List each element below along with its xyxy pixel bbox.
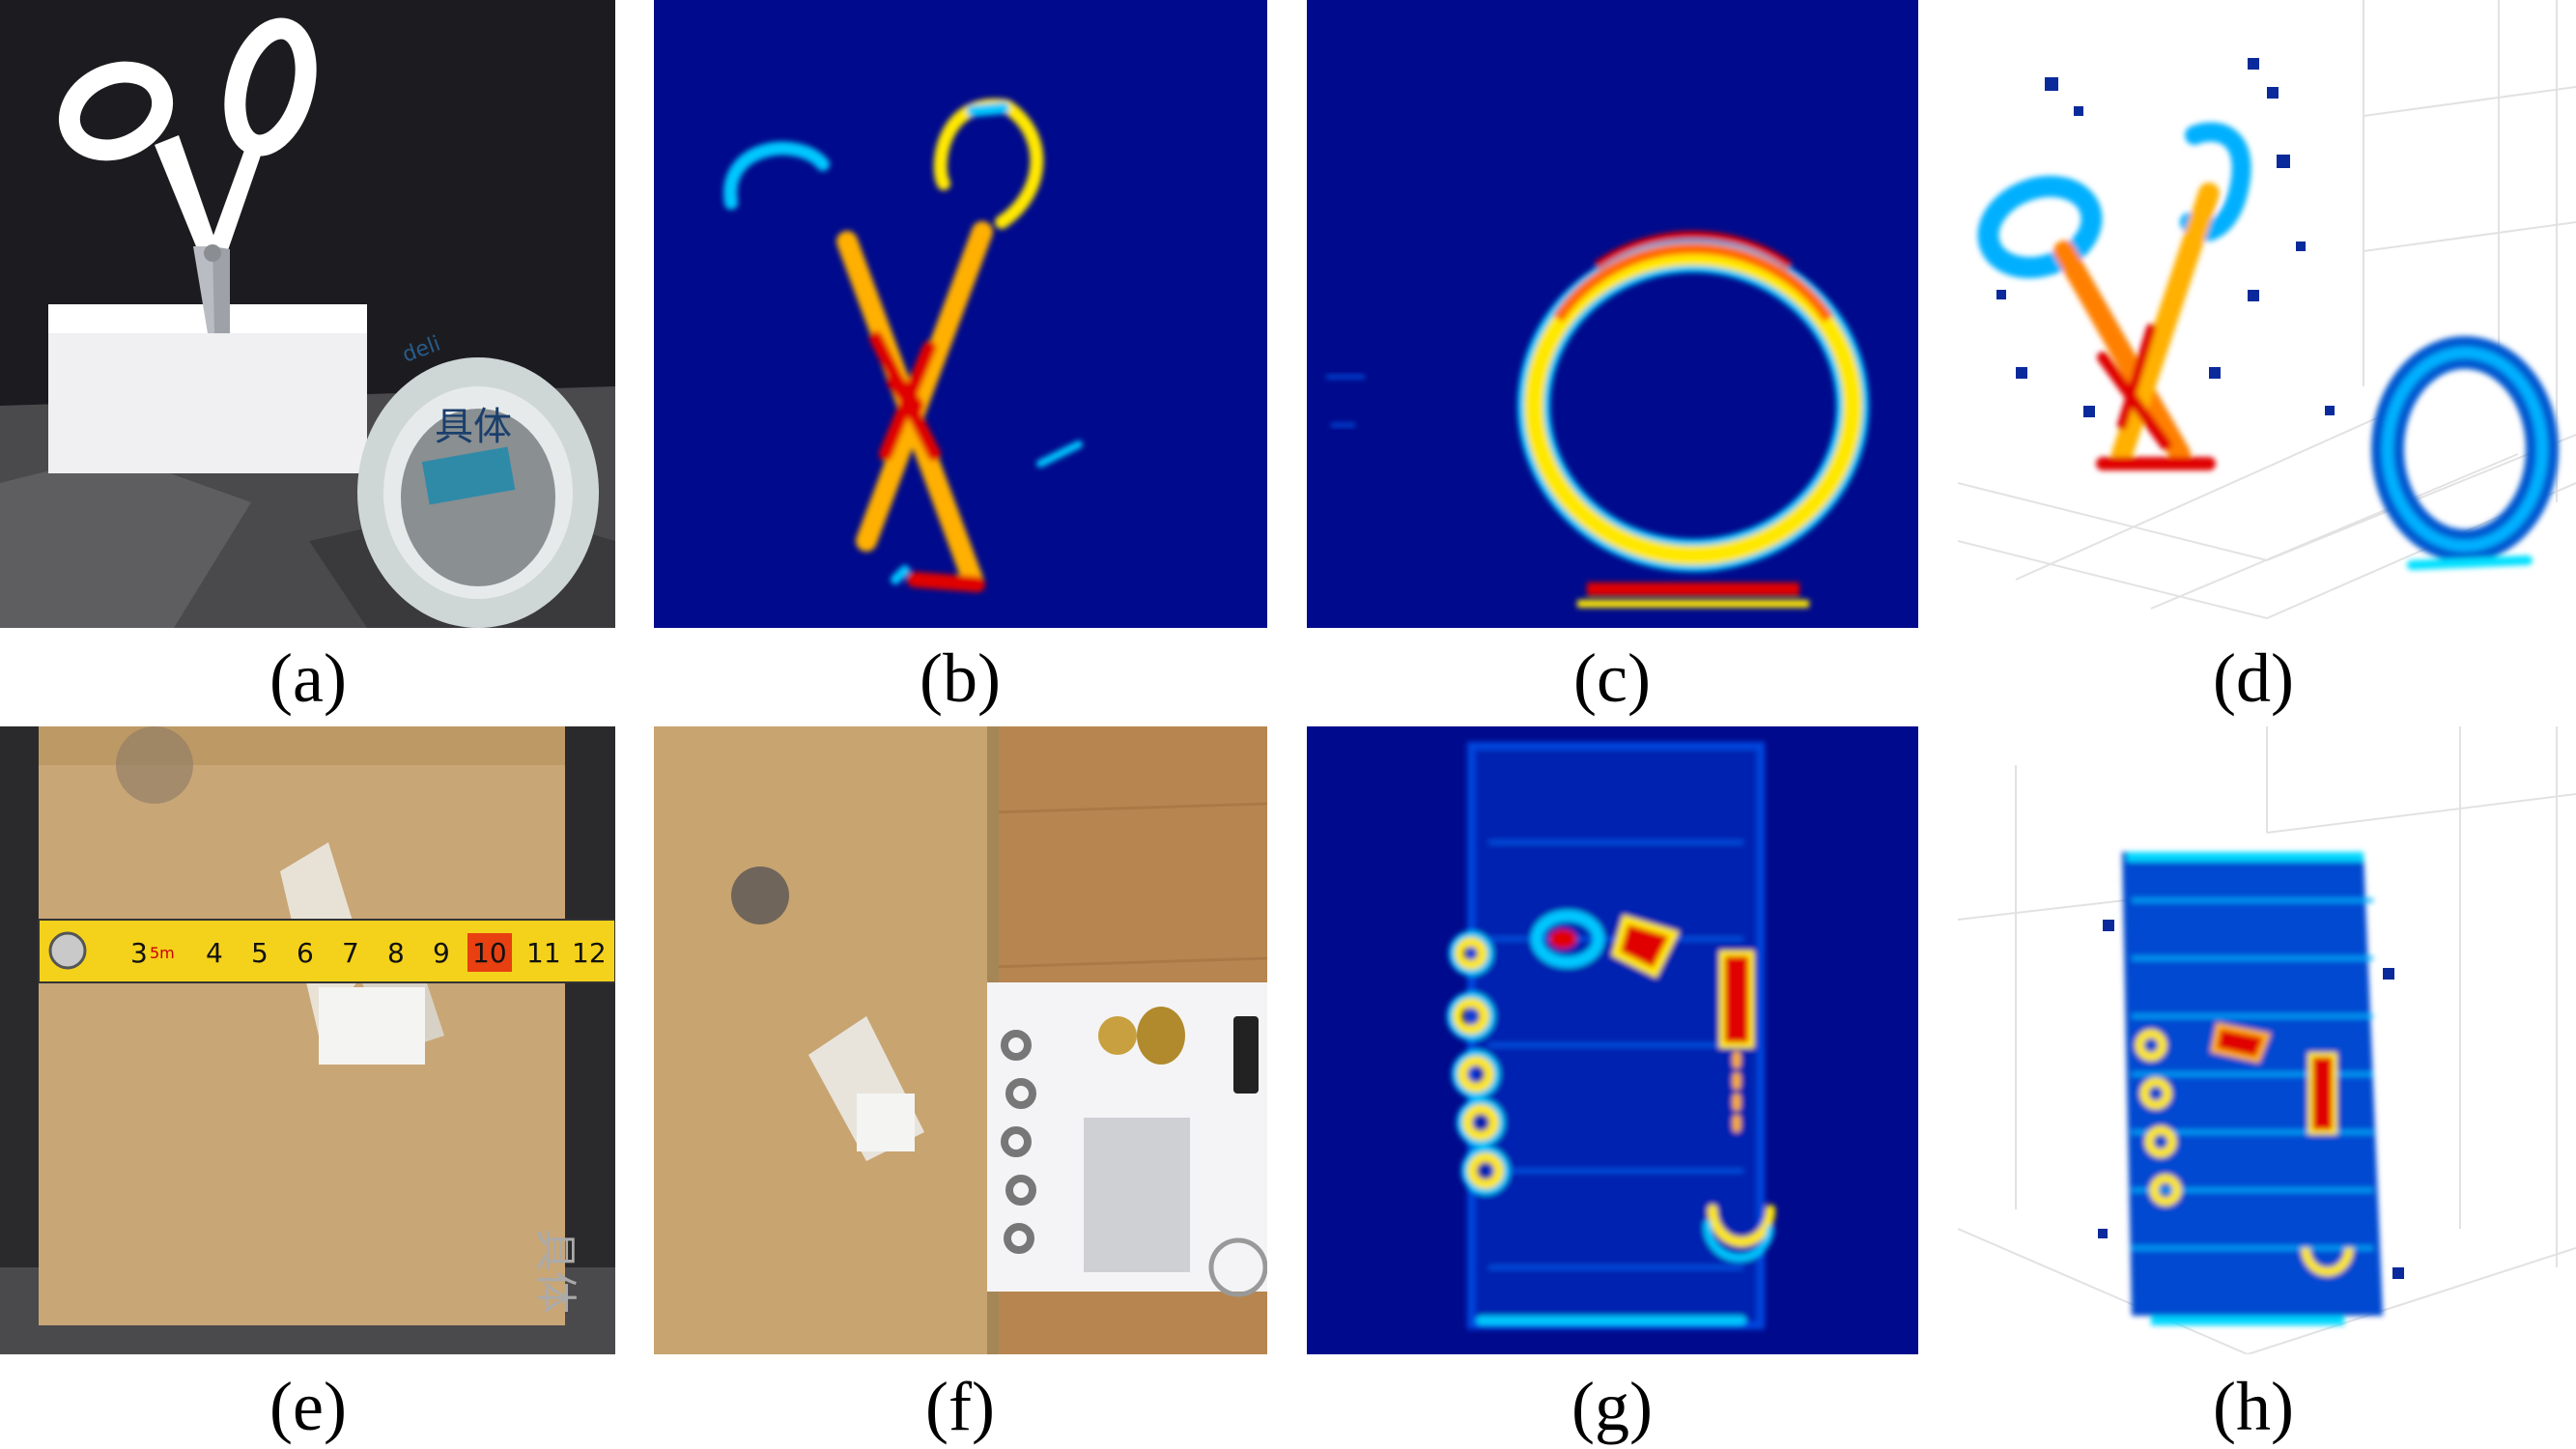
caption-f: (f) [925, 1368, 995, 1445]
caption-g: (g) [1571, 1368, 1653, 1445]
ruler-mark: 7 [342, 937, 359, 969]
box-tape-measure-photo: 3 5m 4 5 6 7 8 9 10 11 12 具体 [0, 726, 615, 1354]
ruler-mark: 5 [251, 937, 269, 969]
caption-d: (d) [2213, 639, 2294, 717]
panel-c-heatmap [1307, 0, 1918, 628]
ruler-mark: 10 [472, 937, 507, 969]
panel-a-photo: 具体 deli [0, 0, 615, 628]
caption-a: (a) [269, 639, 347, 717]
caption-b: (b) [920, 639, 1001, 717]
panel-b-heatmap [654, 0, 1267, 628]
panel-h-pointcloud [1958, 726, 2576, 1354]
ruler-mark: 8 [387, 937, 405, 969]
backdrop-print: 具体 [530, 1229, 580, 1314]
ruler-mark: 12 [572, 937, 607, 969]
panel-g-heatmap [1307, 726, 1918, 1354]
panel-f-photo [654, 726, 1267, 1354]
scissors-heatmap [654, 0, 1267, 628]
panel-e-photo: 3 5m 4 5 6 7 8 9 10 11 12 具体 [0, 726, 615, 1354]
ruler-mark: 6 [297, 937, 314, 969]
ruler-mark: 9 [433, 937, 450, 969]
caption-h: (h) [2213, 1368, 2294, 1445]
ruler-mark: 4 [206, 937, 223, 969]
box-pointcloud [1958, 726, 2576, 1354]
hidden-items-heatmap [1307, 726, 1918, 1354]
svg-text:具体: 具体 [435, 405, 512, 449]
ruler-marks: 3 5m 4 5 6 7 8 9 10 11 12 [130, 933, 607, 972]
box-hidden-items-photo [654, 726, 1267, 1354]
tape-ring-heatmap [1307, 0, 1918, 628]
scissors-tape-photo: 具体 deli [0, 0, 615, 628]
ruler-mark: 3 [130, 937, 148, 969]
caption-c: (c) [1573, 639, 1651, 717]
ruler-mark: 5m [150, 944, 175, 962]
scissors-tape-pointcloud [1958, 0, 2576, 628]
ruler-mark: 11 [526, 937, 561, 969]
panel-d-pointcloud [1958, 0, 2576, 628]
caption-e: (e) [269, 1368, 347, 1445]
